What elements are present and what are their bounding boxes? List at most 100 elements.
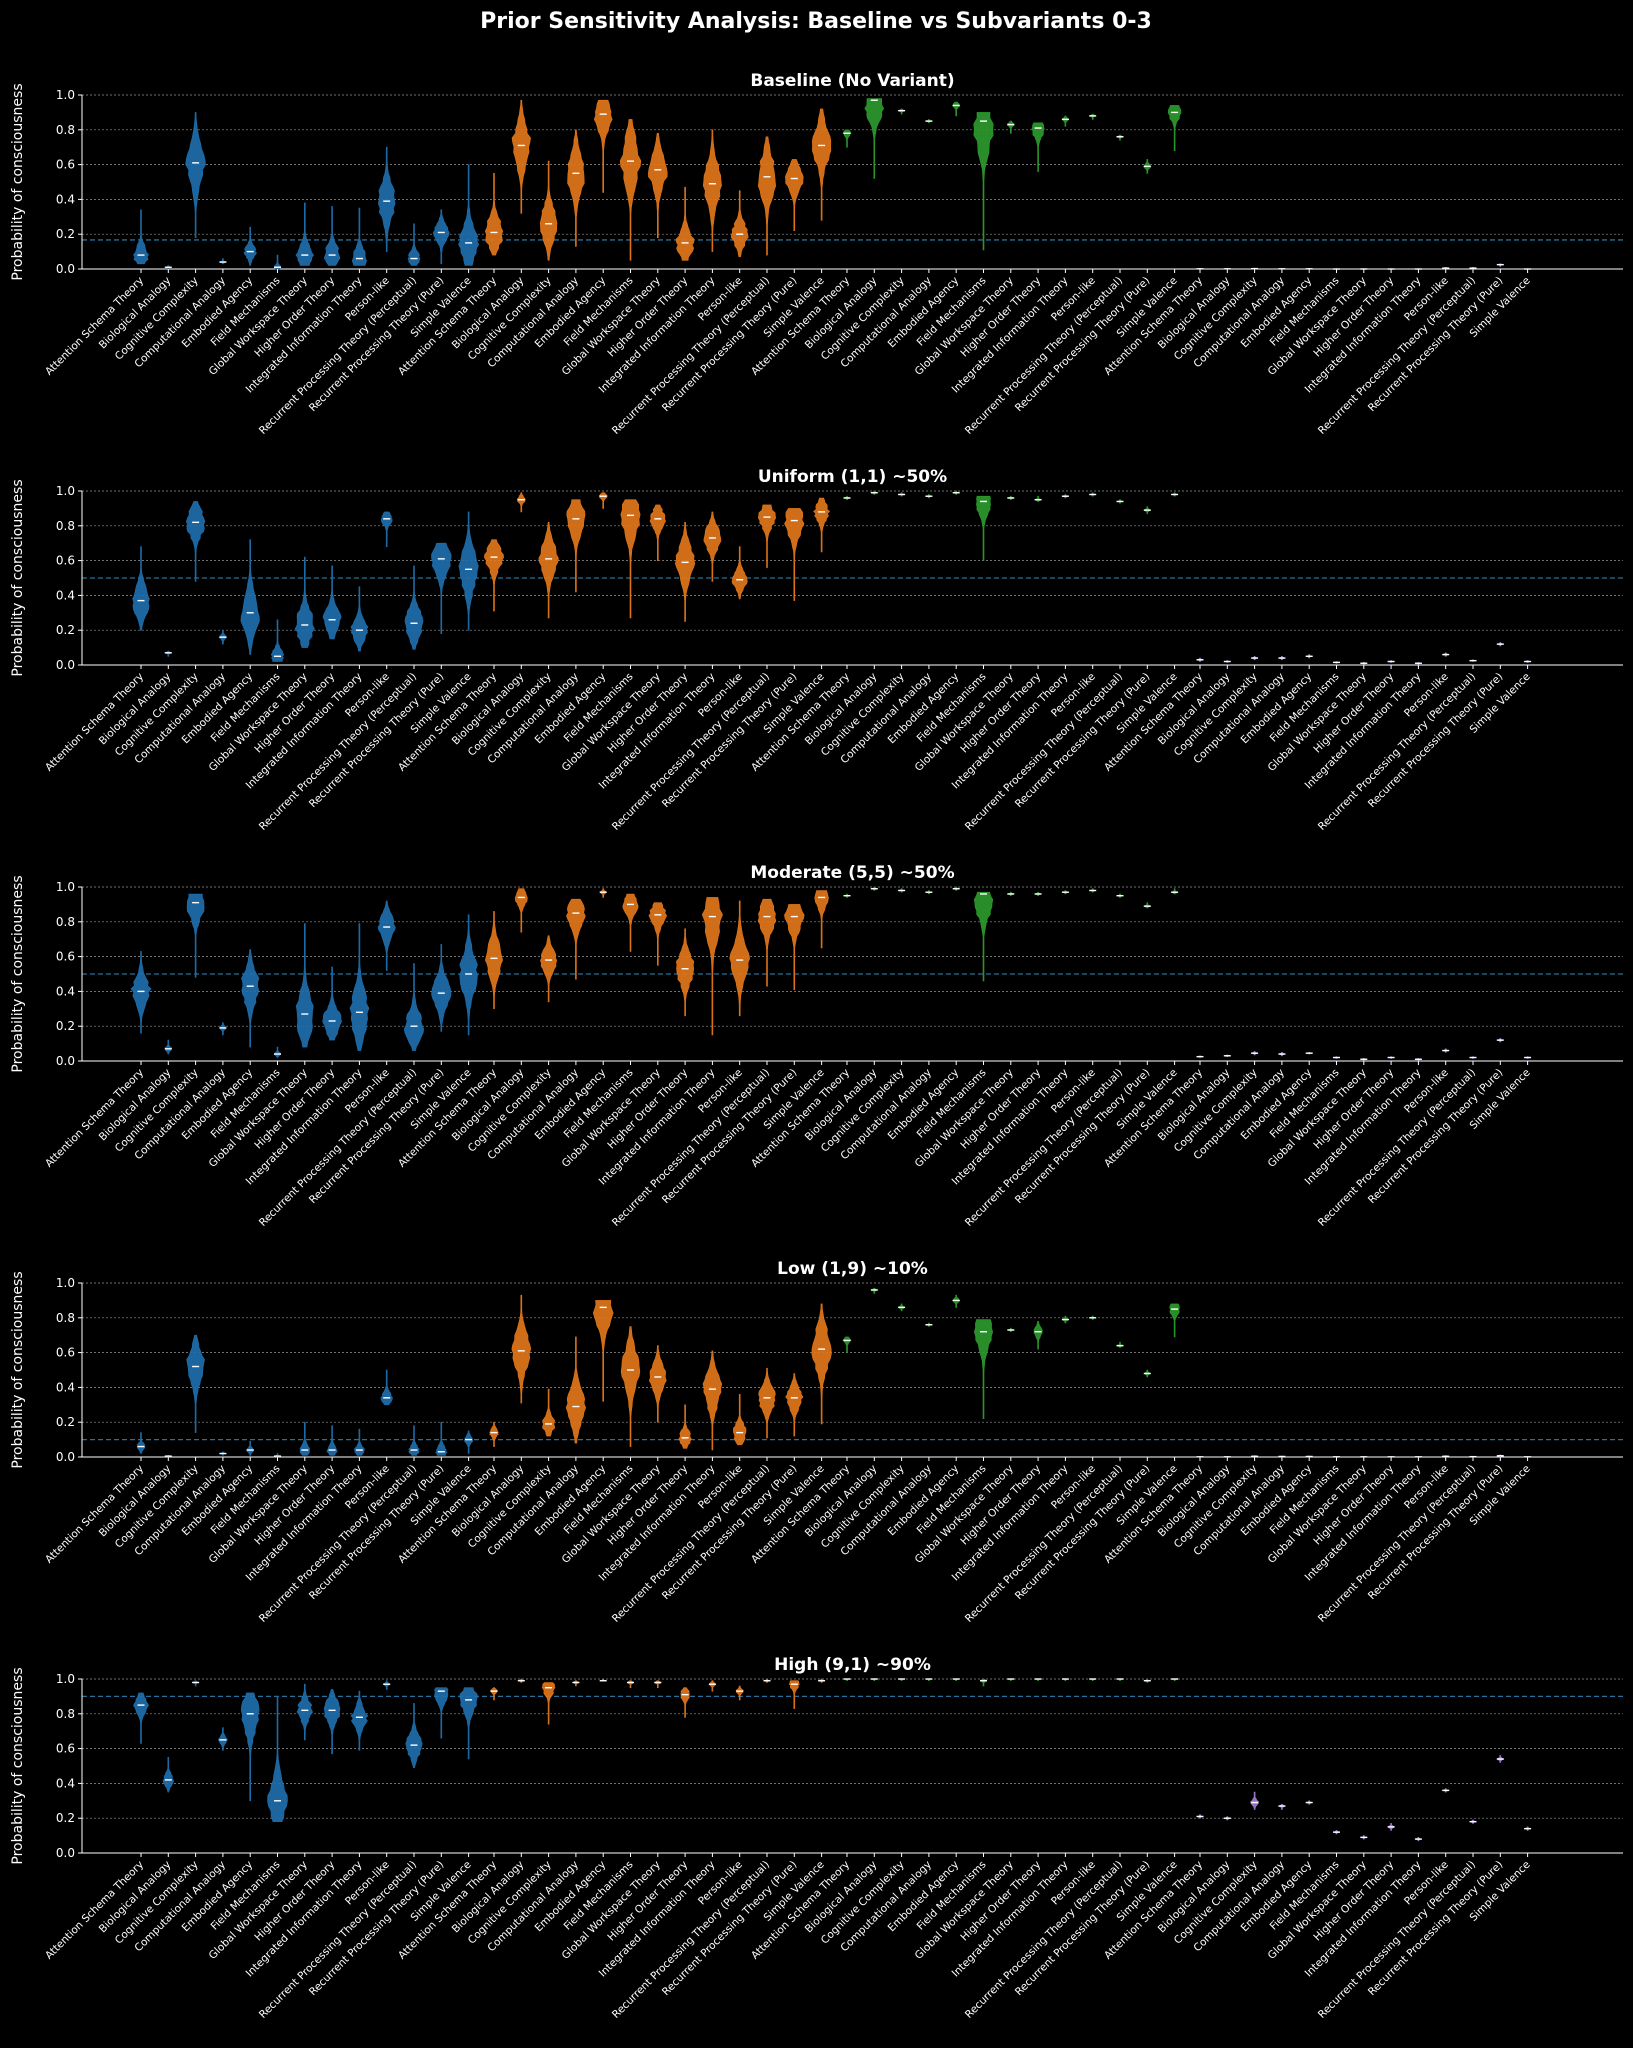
y-tick-label: 0.8	[56, 915, 75, 929]
violin-body	[811, 108, 832, 221]
panel-title: Uniform (1,1) ~50%	[758, 467, 947, 487]
violin-body	[785, 1373, 804, 1437]
violin-body	[322, 565, 342, 640]
y-tick-label: 1.0	[56, 88, 75, 102]
violin-body	[435, 1421, 448, 1456]
violin-body	[322, 966, 342, 1041]
violin-body	[541, 1682, 556, 1725]
violin-body	[186, 893, 205, 978]
y-tick-label: 0.0	[56, 1450, 75, 1464]
panel-title: Baseline (No Variant)	[750, 71, 954, 91]
violin-body	[813, 497, 831, 553]
violin-body	[404, 565, 424, 650]
violin-body	[133, 209, 149, 265]
y-tick-label: 0.4	[56, 588, 75, 602]
violin-body	[649, 504, 666, 561]
y-tick-label: 0.0	[56, 1846, 75, 1860]
panel-title: Moderate (5,5) ~50%	[750, 863, 954, 883]
y-tick-label: 0.2	[56, 1415, 75, 1429]
violin-body	[458, 511, 479, 631]
violin-body	[408, 1425, 420, 1456]
violin-body	[599, 888, 607, 898]
violin-body	[539, 160, 558, 261]
violin-body	[566, 499, 586, 593]
violin-body	[130, 951, 152, 1034]
violin-body	[511, 1294, 532, 1404]
violin-body	[133, 1692, 149, 1744]
violin-body	[514, 888, 528, 933]
violin-body	[350, 586, 369, 652]
violin-body	[730, 190, 749, 258]
violin-body	[619, 119, 642, 261]
violin-body	[538, 522, 559, 619]
violin-body	[380, 511, 393, 547]
violin-body	[620, 1326, 641, 1447]
violin-body	[864, 98, 885, 179]
y-tick-label: 0.8	[56, 519, 75, 533]
violin-body	[973, 112, 994, 251]
violin-body	[459, 914, 478, 1036]
violin-body	[540, 935, 558, 1003]
violin-body	[326, 1425, 338, 1456]
violin-body	[162, 1757, 174, 1793]
violin-body	[566, 898, 586, 980]
violin-body	[296, 1683, 314, 1741]
violin-body	[433, 209, 450, 265]
violin-body	[567, 129, 585, 247]
y-tick-label: 0.4	[56, 192, 75, 206]
violin-body	[952, 1294, 961, 1308]
violin-body	[1031, 122, 1045, 172]
violin-body	[648, 902, 668, 966]
y-axis-label: Probability of consciousness	[10, 1271, 26, 1468]
y-tick-label: 0.6	[56, 1346, 75, 1360]
y-tick-label: 0.8	[56, 1707, 75, 1721]
violin-body	[354, 1428, 365, 1456]
violin-body	[758, 1368, 776, 1439]
y-tick-label: 0.0	[56, 658, 75, 672]
violin-body	[349, 923, 370, 1051]
y-tick-label: 0.4	[56, 984, 75, 998]
violin-body	[186, 1334, 205, 1433]
violin-body	[784, 159, 804, 231]
violin-body	[295, 202, 315, 266]
panel-title: Low (1,9) ~10%	[777, 1259, 928, 1279]
violin-body	[240, 539, 260, 655]
violin-body	[1033, 1321, 1043, 1350]
violin-body	[976, 495, 991, 561]
violin-body	[811, 1303, 832, 1425]
violin-body	[814, 890, 829, 949]
y-tick-label: 1.0	[56, 880, 75, 894]
violin-body	[484, 539, 504, 612]
violin-body	[351, 207, 367, 266]
y-tick-label: 0.4	[56, 1380, 75, 1394]
violin-body	[405, 1703, 423, 1768]
violin-body	[842, 129, 852, 148]
violin-body	[273, 254, 282, 270]
violin-body	[240, 1692, 260, 1802]
violin-body	[403, 963, 425, 1051]
violin-body	[784, 904, 805, 990]
violin-body	[377, 900, 396, 971]
violin-body	[132, 546, 150, 631]
violin-body	[464, 1430, 474, 1454]
violin-body	[431, 944, 452, 1032]
violin-body	[1167, 105, 1182, 151]
violin-body	[458, 164, 480, 266]
y-axis-label: Probability of consciousness	[10, 479, 26, 676]
panel-title: High (9,1) ~90%	[774, 1655, 931, 1675]
violin-body	[757, 504, 777, 568]
violin-body	[757, 898, 777, 987]
violin-body	[295, 923, 314, 1048]
y-tick-label: 0.2	[56, 227, 75, 241]
violin-body	[136, 1432, 146, 1454]
violin-body	[648, 133, 668, 238]
y-tick-label: 0.4	[56, 1776, 75, 1790]
violin-body	[973, 891, 994, 982]
violin-body	[431, 542, 452, 634]
violin-body	[516, 492, 526, 513]
violin-body	[185, 501, 206, 582]
y-axis-label: Probability of consciousness	[10, 875, 26, 1072]
violin-body	[784, 508, 805, 601]
y-tick-label: 0.8	[56, 123, 75, 137]
